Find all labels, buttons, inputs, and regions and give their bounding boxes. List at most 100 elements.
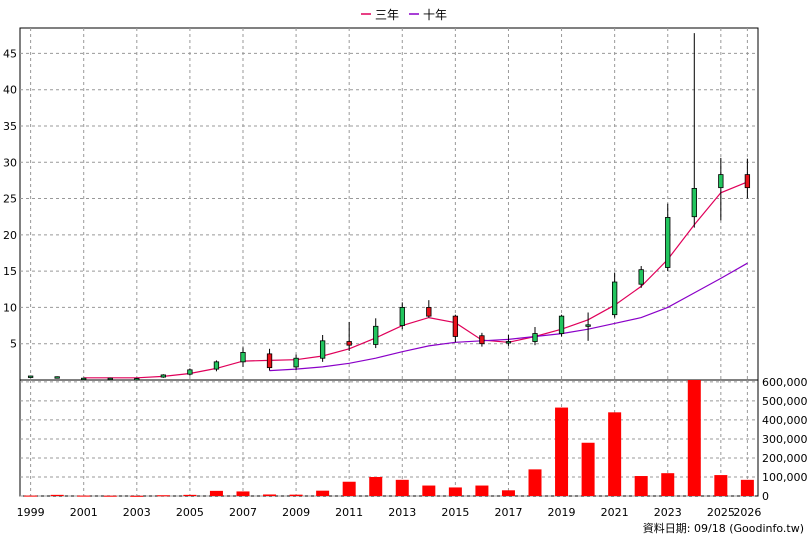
volume-bar <box>50 494 64 496</box>
volume-bar <box>316 490 330 496</box>
candle-body <box>479 335 485 345</box>
price-y-tick-label: 15 <box>3 265 17 278</box>
candlesticks <box>27 33 751 381</box>
volume-bar <box>209 490 223 496</box>
candle-body <box>54 376 60 379</box>
volume-bar <box>581 442 595 496</box>
candle-body <box>27 375 34 378</box>
legend-series2-label: 十年 <box>423 8 447 22</box>
legend: 三年 十年 <box>361 8 447 22</box>
price-y-tick-label: 35 <box>3 120 17 133</box>
candle-body <box>558 315 565 334</box>
candle-body <box>638 269 644 285</box>
x-tick-label: 2003 <box>123 506 151 519</box>
volume-bar <box>289 494 303 496</box>
candle-body <box>532 333 538 342</box>
volume-bar <box>130 495 144 497</box>
volume-y-tick-label: 300,000 <box>762 433 808 446</box>
candle-body <box>240 352 246 363</box>
x-tick-label: 1999 <box>17 506 45 519</box>
candle-body <box>691 187 697 218</box>
price-y-tick-label: 5 <box>10 338 17 351</box>
candle-body <box>160 374 167 378</box>
price-y-axis: 5 10 15 20 25 30 35 40 45 <box>3 47 17 350</box>
x-tick-label: 2025 <box>707 506 735 519</box>
x-tick-label: 2017 <box>494 506 522 519</box>
candle-body <box>505 341 512 344</box>
volume-y-tick-label: 600,000 <box>762 376 808 389</box>
volume-bar <box>395 479 409 496</box>
candle-body <box>293 357 299 368</box>
volume-bar <box>687 380 701 496</box>
candle-body <box>611 281 618 316</box>
volume-bar <box>342 481 356 496</box>
volume-bars <box>24 380 754 497</box>
x-tick-label: 2009 <box>282 506 310 519</box>
volume-bar <box>422 485 436 496</box>
price-y-tick-label: 20 <box>3 229 17 242</box>
volume-bar <box>156 495 170 497</box>
candle-body <box>187 369 193 375</box>
volume-bar <box>236 491 250 496</box>
x-tick-label: 2023 <box>654 506 682 519</box>
volume-bar <box>475 485 489 496</box>
x-tick-label: 2021 <box>601 506 629 519</box>
volume-y-axis: 0 100,000 200,000 300,000 400,000 500,000 600,… <box>762 376 808 503</box>
candle-body <box>107 377 113 381</box>
volume-bar <box>661 473 675 496</box>
price-panel-frame <box>19 27 759 381</box>
volume-bar <box>24 495 38 497</box>
moving-average-lines <box>83 181 748 379</box>
price-y-tick-label: 30 <box>3 156 17 169</box>
volume-bar <box>555 407 569 496</box>
x-tick-label: 2015 <box>441 506 469 519</box>
volume-bar <box>608 412 622 496</box>
volume-bar <box>183 494 197 496</box>
x-tick-label: 2013 <box>388 506 416 519</box>
volume-y-tick-label: 400,000 <box>762 414 808 427</box>
price-grid <box>20 28 758 380</box>
candle-body <box>81 377 87 381</box>
volume-bar <box>714 475 728 496</box>
legend-series1-label: 三年 <box>375 8 399 22</box>
x-tick-label: 2007 <box>229 506 257 519</box>
price-y-tick-label: 45 <box>3 47 17 60</box>
candle-body <box>718 174 724 189</box>
price-y-tick-label: 25 <box>3 193 17 206</box>
volume-y-tick-label: 500,000 <box>762 395 808 408</box>
candle-body <box>744 174 751 189</box>
candle-body <box>319 340 326 359</box>
candle-body <box>346 341 352 346</box>
volume-y-tick-label: 200,000 <box>762 452 808 465</box>
candle-body <box>266 353 273 369</box>
candle-body <box>373 325 379 345</box>
volume-bar <box>263 494 277 496</box>
volume-y-tick-label: 100,000 <box>762 471 808 484</box>
volume-bar <box>528 469 542 496</box>
candle-body <box>134 378 140 381</box>
x-axis: 1999 2001 2003 2005 2007 2009 2011 2013 2015 2017… <box>17 506 762 519</box>
x-tick-label: 2005 <box>176 506 204 519</box>
price-y-tick-label: 40 <box>3 84 17 97</box>
candle-body <box>426 307 432 317</box>
x-tick-label: 2019 <box>548 506 576 519</box>
volume-bar <box>501 490 515 496</box>
candle-body <box>665 217 671 268</box>
candle-body <box>585 324 591 327</box>
candle-body <box>399 307 405 326</box>
volume-y-tick-label: 0 <box>762 490 769 503</box>
volume-bar <box>369 476 383 496</box>
candle-body <box>452 315 459 337</box>
ma-line-三年 <box>83 181 748 379</box>
volume-bar <box>448 487 462 496</box>
x-tick-label: 2026 <box>733 506 761 519</box>
volume-bar <box>634 476 648 496</box>
x-tick-label: 2011 <box>335 506 363 519</box>
volume-bar <box>77 495 91 497</box>
volume-bar <box>740 479 754 496</box>
price-y-tick-label: 10 <box>3 301 17 314</box>
x-tick-label: 2001 <box>70 506 98 519</box>
candle-body <box>213 361 220 370</box>
footer-date-source: 資料日期: 09/18 (Goodinfo.tw) <box>643 521 804 535</box>
